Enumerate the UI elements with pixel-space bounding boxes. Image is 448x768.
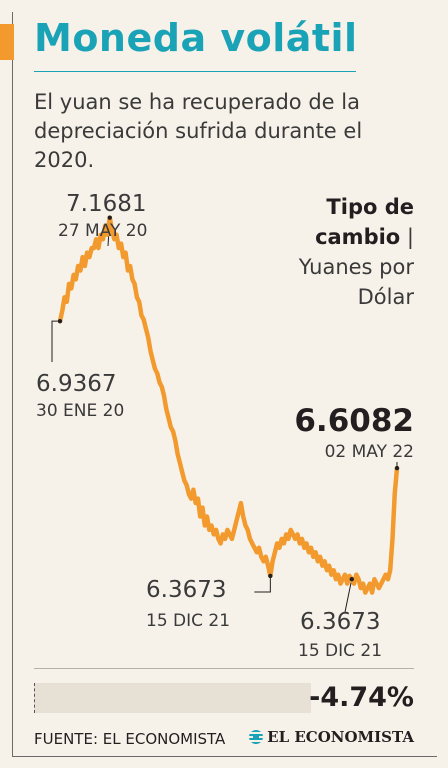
unit-label-separator: | <box>406 225 414 249</box>
leader-start <box>51 320 60 362</box>
source-note: FUENTE: EL ECONOMISTA <box>34 730 226 748</box>
marker-low-2 <box>349 576 354 582</box>
leader-low-2 <box>344 579 353 613</box>
unit-label: Tipo de cambio | Yuanes por Dólar <box>254 192 414 312</box>
last-value-label: 6.6082 <box>294 403 414 439</box>
marker-max <box>107 215 112 220</box>
marker-low-1 <box>268 573 273 579</box>
unit-label-bold: Tipo de cambio <box>315 195 414 249</box>
accent-bar <box>0 24 14 60</box>
unit-label-rest: Yuanes por Dólar <box>298 255 414 309</box>
chart-frame <box>12 12 437 757</box>
low2-date-label: 15 DIC 21 <box>298 641 383 661</box>
leader-low-1 <box>254 575 271 593</box>
chart-subtitle: El yuan se ha recuperado de la depreciac… <box>34 90 363 172</box>
change-value: -4.74% <box>309 682 414 713</box>
last-date-label: 02 MAY 22 <box>324 442 414 462</box>
max-date-label: 27 MAY 20 <box>58 221 148 241</box>
annotation-markers <box>57 215 400 582</box>
low1-date-label: 15 DIC 21 <box>146 611 231 631</box>
marker-start <box>57 318 63 324</box>
logo-text: EL ECONOMISTA <box>267 728 414 746</box>
chart-title: Moneda volátil <box>34 16 358 60</box>
bottom-rule <box>34 668 414 669</box>
marker-last <box>394 465 400 471</box>
change-bar <box>34 683 311 713</box>
start-date-label: 30 ENE 20 <box>36 401 125 421</box>
logo-icon <box>249 730 264 744</box>
low2-value-label: 6.3673 <box>300 609 381 635</box>
series-line-yuan <box>57 215 400 595</box>
max-value-label: 7.1681 <box>66 191 147 217</box>
start-value-label: 6.9367 <box>36 371 117 397</box>
title-rule <box>34 71 356 72</box>
logo: EL ECONOMISTA <box>249 728 414 746</box>
low1-value-label: 6.3673 <box>146 577 227 603</box>
